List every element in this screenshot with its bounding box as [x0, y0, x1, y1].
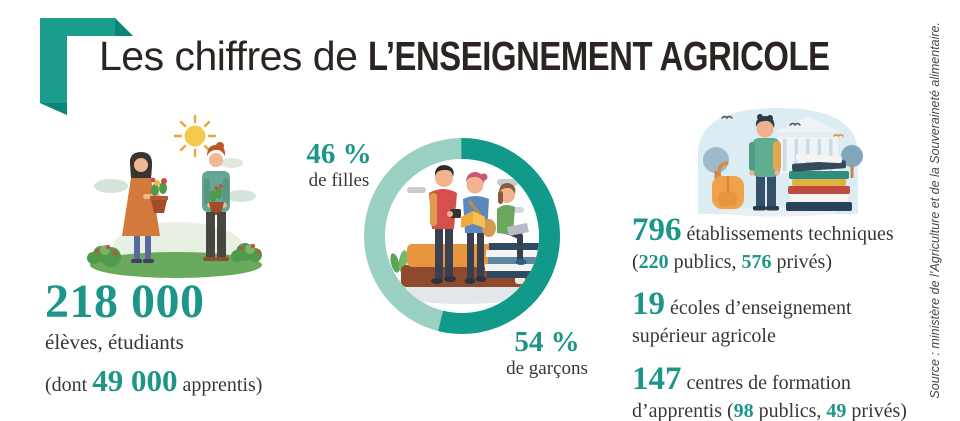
page-title-emphasis: L’ENSEIGNEMENT AGRICOLE — [368, 33, 830, 79]
donut-segment-garcons — [364, 138, 560, 334]
campus-illustration — [698, 108, 863, 217]
detail-open: (dont — [45, 374, 93, 396]
apprentices-count: 49 000 — [92, 363, 178, 398]
student-woman-book — [461, 172, 496, 284]
etablissements-count: 796 — [632, 212, 682, 248]
student-man — [429, 165, 461, 284]
students-count: 218 000 — [45, 275, 205, 328]
etablissements-label: établissements techniques — [686, 223, 894, 245]
detail-close: apprentis) — [177, 374, 263, 396]
book-stack-icon — [485, 243, 539, 278]
student-woman-laptop — [497, 183, 529, 265]
source-text: Source : ministère de l’Agriculture et d… — [928, 22, 942, 399]
woman-gardener — [122, 152, 168, 263]
corner-ribbon-icon — [40, 18, 133, 115]
cloud-icon — [94, 179, 128, 193]
filles-percent: 46 % — [306, 138, 372, 170]
cfa-count: 147 — [632, 360, 682, 397]
page-title: Les chiffres de L’ENSEIGNEMENT AGRICOLE — [99, 33, 945, 80]
stat-ecoles: 19 écoles d’enseignement supérieur agrico… — [632, 286, 852, 348]
gender-donut-chart — [357, 131, 567, 341]
man-gardener — [202, 142, 230, 261]
student-figure — [749, 114, 781, 211]
cloud-icon — [407, 187, 426, 193]
stat-cfa: 147 centres de formation d’apprentis (98 … — [632, 360, 907, 421]
cloud-icon — [226, 190, 256, 202]
source-note: Source : ministère de l’Agriculture et d… — [924, 0, 946, 421]
backpack-icon — [712, 161, 744, 209]
page-title-prefix: Les chiffres de — [99, 33, 369, 79]
label-garcons: 54 % de garçons — [491, 327, 603, 379]
donut-svg — [364, 138, 560, 334]
stat-etablissements: 796 établissements techniques (220 public… — [632, 212, 894, 273]
students-label: élèves, étudiants — [45, 330, 184, 354]
label-filles: 46 % de filles — [283, 139, 395, 191]
cfa-label: centres de formation — [686, 371, 851, 394]
publics-count: 220 — [638, 250, 669, 273]
establishment-stats: 796 établissements techniques (220 public… — [632, 212, 932, 421]
filles-text: de filles — [308, 170, 370, 192]
apprentices-detail: (dont 49 000 apprentis) — [45, 365, 325, 396]
students-center-illustration — [385, 159, 539, 313]
cfa-prives-count: 49 — [826, 399, 847, 421]
cfa-publics-count: 98 — [733, 399, 754, 421]
cloud-icon — [497, 179, 518, 186]
students-stat: 218 000 élèves, étudiants (dont 49 000 a… — [45, 275, 325, 397]
gardeners-illustration — [87, 114, 262, 278]
book-stack-icon — [786, 153, 852, 211]
bird-icon — [721, 115, 844, 138]
ecoles-count: 19 — [632, 286, 665, 323]
garcons-text: de garçons — [506, 358, 588, 380]
cloud-icon — [219, 158, 243, 168]
prives-count: 576 — [741, 250, 772, 273]
bush-icon — [87, 243, 262, 267]
sun-icon — [173, 114, 217, 158]
garcons-percent: 54 % — [514, 326, 580, 358]
ecoles-label: écoles d’enseignement — [670, 297, 852, 320]
